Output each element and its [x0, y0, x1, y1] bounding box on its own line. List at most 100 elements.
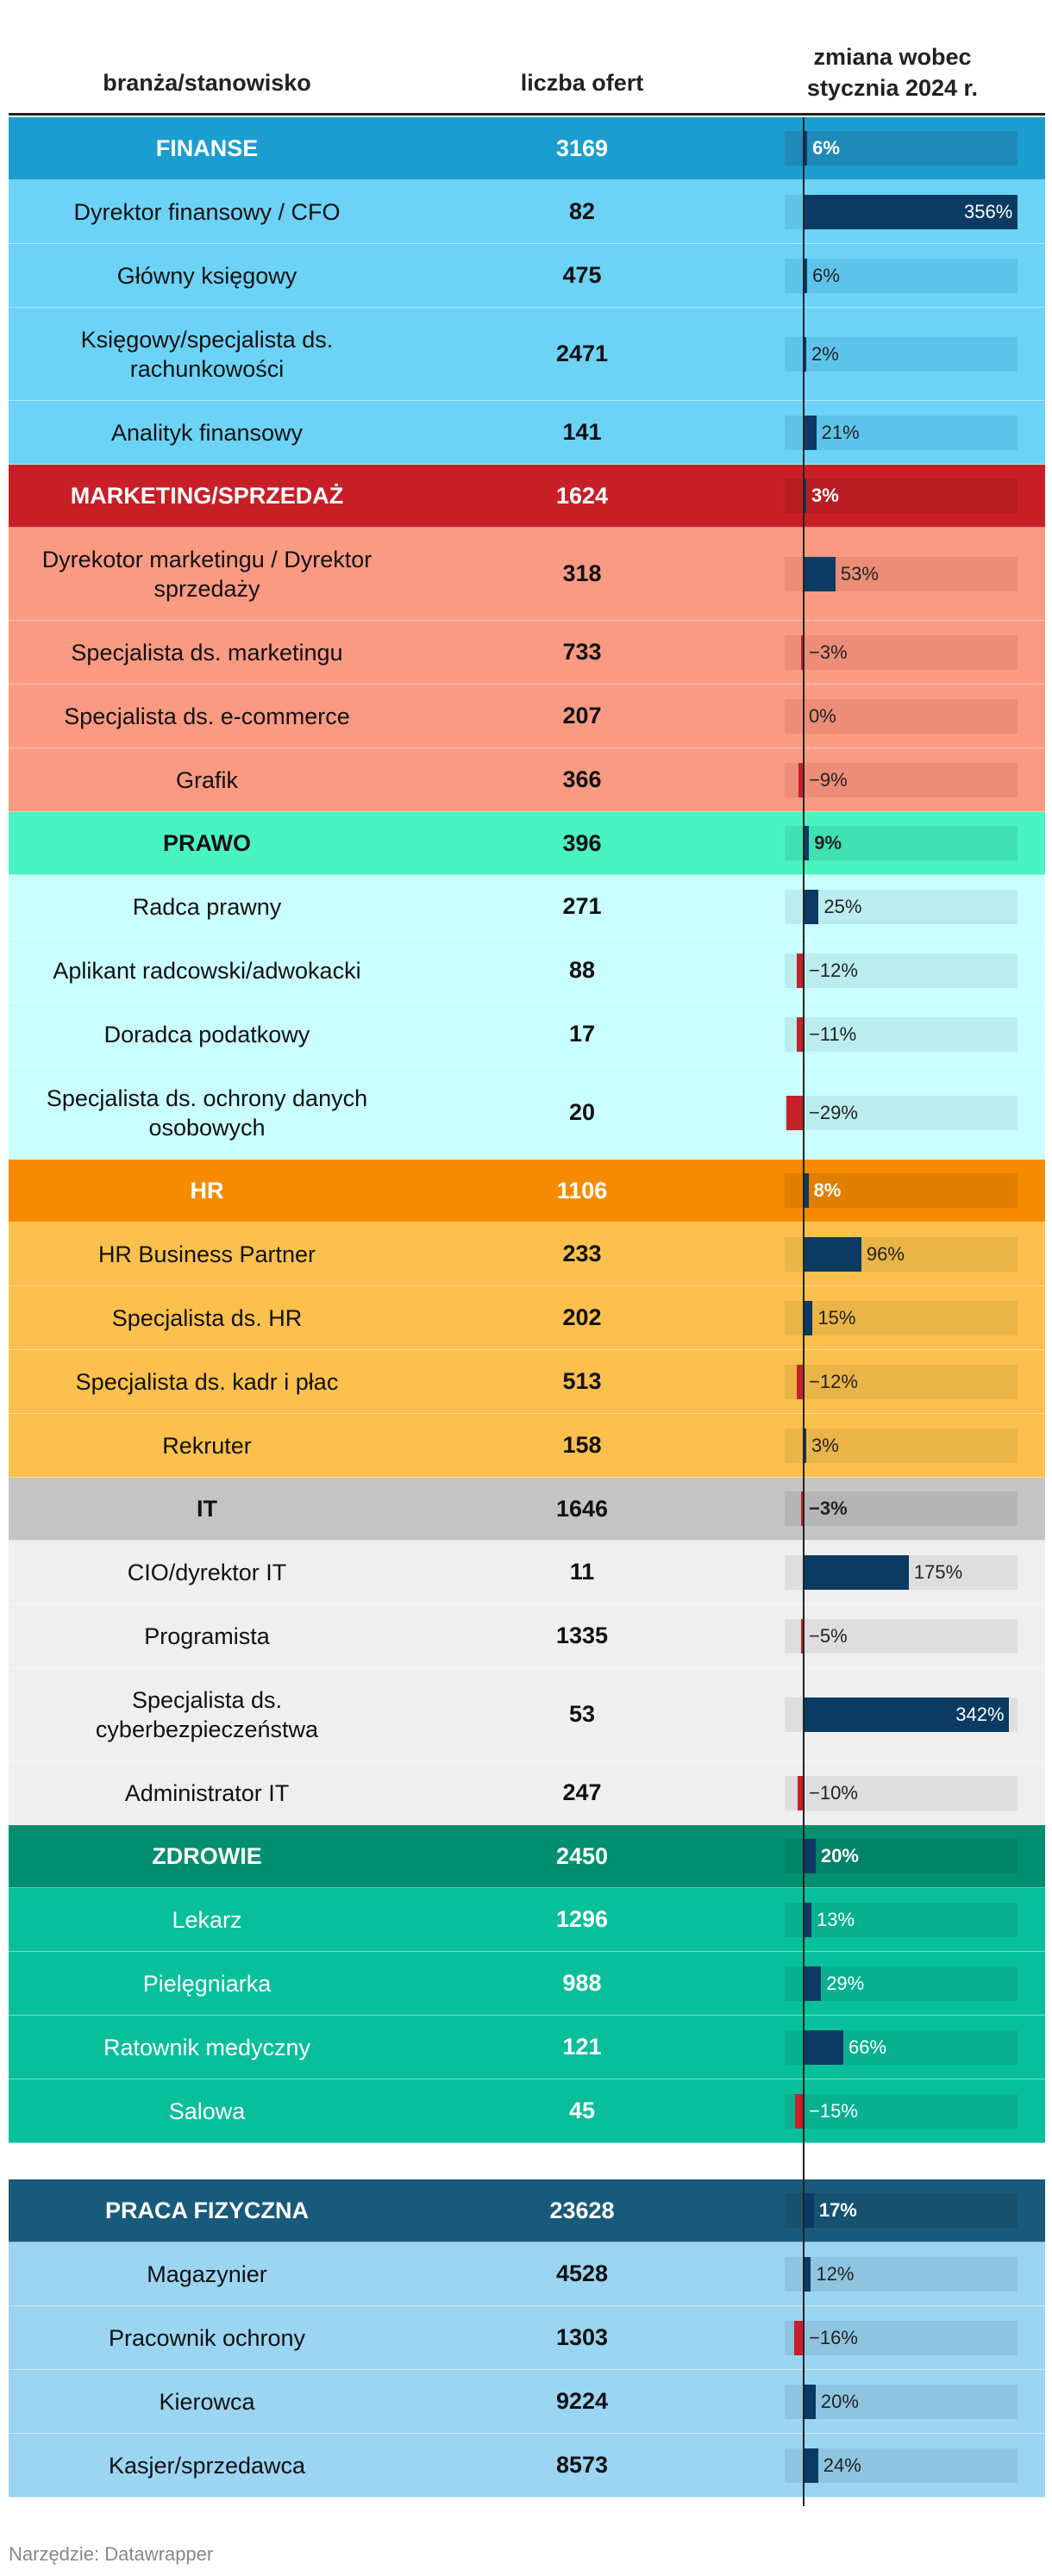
source-note: Narzędzie: Datawrapper [9, 2543, 214, 2565]
offer-count: 1296 [555, 1906, 609, 1932]
position-name: Grafik [175, 766, 238, 793]
change-label: −29% [809, 1101, 858, 1123]
change-bar-track [785, 1902, 1018, 1937]
category-row: PRAWO 396 9% [9, 812, 1045, 875]
position-name: HR Business Partner [97, 1241, 316, 1267]
change-cell: −15% [759, 2079, 1026, 2142]
change-bar-positive [804, 258, 808, 293]
table-row: Ratownik medyczny 121 66% [9, 2016, 1045, 2079]
position-name: Magazynier [147, 2260, 267, 2287]
offer-count: 158 [562, 1432, 602, 1458]
offer-count: 318 [562, 560, 602, 586]
change-cell: 53% [759, 528, 1026, 620]
change-cell: 6% [759, 244, 1026, 307]
position-name: Lekarz [172, 1906, 242, 1933]
change-label: 8% [813, 1179, 842, 1201]
change-bar-negative [796, 1364, 804, 1399]
change-cell: 24% [759, 2434, 1026, 2497]
table-row: Specjalista ds. e-commerce 207 0% [9, 685, 1045, 748]
offer-count: 20 [568, 1099, 596, 1125]
offer-count: 2471 [555, 341, 609, 366]
category-row: PRACA FIZYCZNA 23628 17% [9, 2179, 1045, 2242]
change-cell: −16% [759, 2306, 1026, 2369]
change-bar-positive [804, 1966, 822, 2001]
change-label: 175% [913, 1560, 963, 1583]
table-row: Rekruter 158 3% [9, 1414, 1045, 1478]
change-cell: 17% [759, 2179, 1026, 2241]
offer-count: 366 [562, 766, 602, 792]
category-name: MARKETING/SPRZEDAŻ [70, 483, 344, 509]
change-bar-track [785, 889, 1018, 924]
change-cell: −12% [759, 1350, 1026, 1413]
table-row: Lekarz 1296 13% [9, 1888, 1045, 1952]
change-bar-positive [804, 2256, 811, 2292]
change-bar-negative [798, 1775, 804, 1810]
offer-count: 23628 [549, 2197, 615, 2223]
change-bar-track [785, 762, 1018, 797]
offer-count: 82 [568, 198, 596, 224]
change-bar-track [785, 415, 1018, 450]
change-bar-positive [804, 1236, 861, 1272]
change-bar-track [785, 1618, 1018, 1654]
category-name: ZDROWIE [152, 1843, 262, 1869]
change-bar-positive [804, 1554, 909, 1590]
change-bar-track [785, 953, 1018, 988]
position-name: Dyrektor finansowy / CFO [73, 198, 341, 225]
offer-count: 733 [562, 639, 602, 665]
change-bar-track [785, 131, 1018, 166]
change-bar-track [785, 258, 1018, 293]
change-bar-positive [804, 1697, 1010, 1732]
change-bar-negative [800, 1618, 804, 1654]
change-bar-positive [804, 2384, 816, 2419]
change-cell: 20% [759, 2370, 1026, 2433]
position-name: Administrator IT [124, 1779, 290, 1806]
position-name: Specjalista ds. HR [111, 1304, 303, 1331]
category-row: FINANSE 3169 6% [9, 117, 1045, 180]
change-bar-track [785, 1491, 1018, 1526]
change-label: −12% [809, 1370, 858, 1392]
table-row: Specjalista ds. HR 202 15% [9, 1286, 1045, 1350]
change-label: −16% [809, 2326, 858, 2348]
change-label: 20% [820, 2390, 859, 2412]
change-bar-negative [801, 1491, 804, 1526]
position-name: Dyrekotor marketingu / Dyrektor sprzedaż… [41, 546, 373, 602]
offer-count: 207 [562, 703, 602, 728]
change-cell: −29% [759, 1066, 1026, 1159]
change-cell: −5% [759, 1604, 1026, 1667]
category-name: IT [197, 1496, 217, 1522]
change-bar-positive [804, 2193, 814, 2228]
table-row: CIO/dyrektor IT 11 175% [9, 1541, 1045, 1604]
change-bar-positive [804, 1839, 816, 1873]
change-bar-track [785, 826, 1018, 860]
change-bar-positive [804, 556, 836, 591]
change-cell: 175% [759, 1541, 1026, 1604]
change-cell: 12% [759, 2242, 1026, 2305]
change-label: −3% [809, 641, 848, 663]
change-cell: −11% [759, 1003, 1026, 1066]
change-cell: −10% [759, 1761, 1026, 1824]
offer-count: 233 [562, 1241, 602, 1266]
offer-count: 8573 [555, 2452, 609, 2478]
change-bar-track [785, 1300, 1018, 1335]
position-name: Specjalista ds. e-commerce [64, 703, 350, 729]
change-cell: 342% [759, 1668, 1026, 1760]
change-bar-positive [804, 336, 806, 372]
change-bar-track [785, 336, 1018, 372]
offer-count: 1646 [555, 1495, 609, 1522]
change-bar-track [785, 2093, 1018, 2129]
change-label: −11% [809, 1022, 857, 1045]
change-label: 9% [814, 832, 842, 853]
offer-count: 513 [562, 1368, 602, 1394]
header-change-line2: stycznia 2024 r. [806, 75, 979, 101]
change-bar-negative [794, 2093, 804, 2129]
change-bar-positive [804, 1173, 809, 1208]
position-name: Główny księgowy [116, 262, 297, 289]
change-cell: 20% [759, 1825, 1026, 1887]
change-label: 25% [823, 895, 862, 917]
offer-count: 475 [562, 262, 602, 288]
change-bar-negative [796, 953, 804, 988]
change-bar-negative [801, 635, 804, 670]
change-cell: 3% [759, 1414, 1026, 1477]
change-cell: 66% [759, 2016, 1026, 2079]
change-bar-negative [798, 762, 804, 797]
